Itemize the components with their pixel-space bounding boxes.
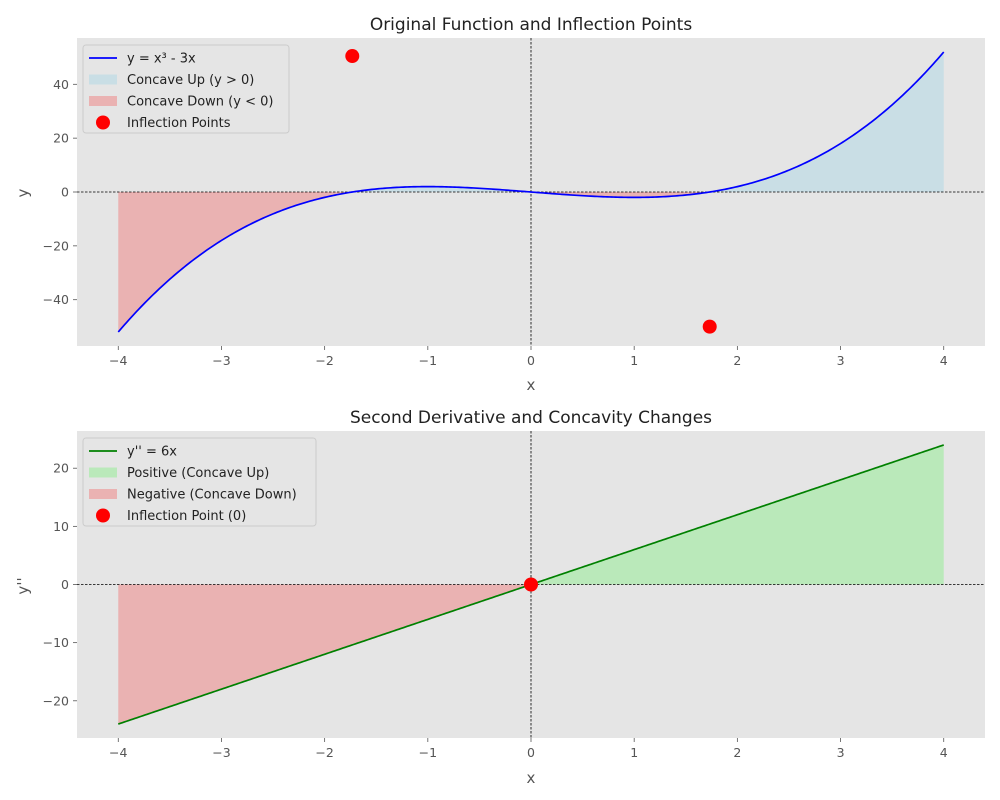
negative-fill [118, 584, 944, 725]
legend-marker-swatch [96, 115, 110, 130]
legend: y'' = 6x Positive (Concave Up) Negative (C… [82, 437, 317, 527]
x-tick-label: 2 [733, 745, 741, 760]
x-tick-label: 1 [630, 745, 638, 760]
x-tick-label: 3 [837, 745, 845, 760]
x-tick-label: −3 [212, 745, 230, 760]
y-tick-label: 20 [53, 461, 69, 476]
inflection-point [345, 49, 360, 64]
legend-label: y'' = 6x [127, 445, 177, 460]
x-axis-label: x [527, 376, 536, 394]
y-tick-label: 10 [53, 519, 69, 534]
y-axis-label: y [14, 188, 32, 197]
y-tick-label: −20 [43, 693, 69, 708]
legend-marker-swatch [96, 508, 110, 523]
x-tick-label: −2 [315, 353, 333, 368]
plot-area: −4 −3 −2 −1 0 1 2 3 4 −40 −20 0 20 40 y = x³ - 3x Conca… [43, 38, 985, 368]
legend-box [82, 437, 317, 527]
y-tick-label: 20 [53, 131, 69, 146]
y-tick-label: 0 [61, 577, 69, 592]
x-tick-label: 0 [527, 353, 535, 368]
x-tick-label: −1 [419, 745, 437, 760]
legend-fill-swatch [89, 96, 117, 106]
x-tick-label: 4 [940, 745, 948, 760]
y-tick-label: −40 [43, 292, 69, 307]
negative-fill [118, 192, 944, 332]
y-axis-label: y'' [14, 577, 32, 594]
chart-title: Second Derivative and Concavity Changes [350, 408, 712, 428]
x-tick-label: 4 [940, 353, 948, 368]
legend-fill-swatch [89, 489, 117, 499]
legend-label: Negative (Concave Down) [127, 488, 297, 503]
x-tick-label: −2 [315, 745, 333, 760]
x-axis-label: x [527, 769, 536, 787]
inflection-point [702, 319, 717, 334]
positive-fill [118, 444, 944, 585]
legend-label: Inflection Point (0) [127, 509, 246, 524]
y-tick-label: 0 [61, 185, 69, 200]
legend-label: Concave Up (y > 0) [127, 73, 254, 88]
x-tick-label: 1 [630, 353, 638, 368]
legend-fill-swatch [89, 74, 117, 85]
legend-label: Concave Down (y < 0) [127, 95, 273, 110]
x-tick-label: 3 [837, 353, 845, 368]
x-tick-label: 0 [527, 745, 535, 760]
legend-box [82, 44, 290, 134]
chart-top: −4 −3 −2 −1 0 1 2 3 4 −40 −20 0 20 40 y = x³ - 3x Conca… [14, 15, 985, 394]
legend-label: y = x³ - 3x [127, 52, 196, 67]
y-tick-label: 40 [53, 77, 69, 92]
x-tick-label: −4 [109, 745, 127, 760]
y-tick-label: −20 [43, 238, 69, 253]
x-tick-label: −1 [419, 353, 437, 368]
legend-fill-swatch [89, 467, 117, 478]
chart-title: Original Function and Inflection Points [370, 15, 693, 35]
legend: y = x³ - 3x Concave Up (y > 0) Concave Dow… [82, 44, 290, 134]
legend-label: Inflection Points [127, 116, 231, 131]
legend-label: Positive (Concave Up) [127, 466, 269, 481]
positive-fill [118, 52, 944, 192]
y-tick-label: −10 [43, 635, 69, 650]
inflection-point [524, 577, 538, 592]
x-tick-label: −3 [212, 353, 230, 368]
x-tick-label: 2 [733, 353, 741, 368]
series-line [117, 51, 945, 333]
x-tick-label: −4 [109, 353, 127, 368]
